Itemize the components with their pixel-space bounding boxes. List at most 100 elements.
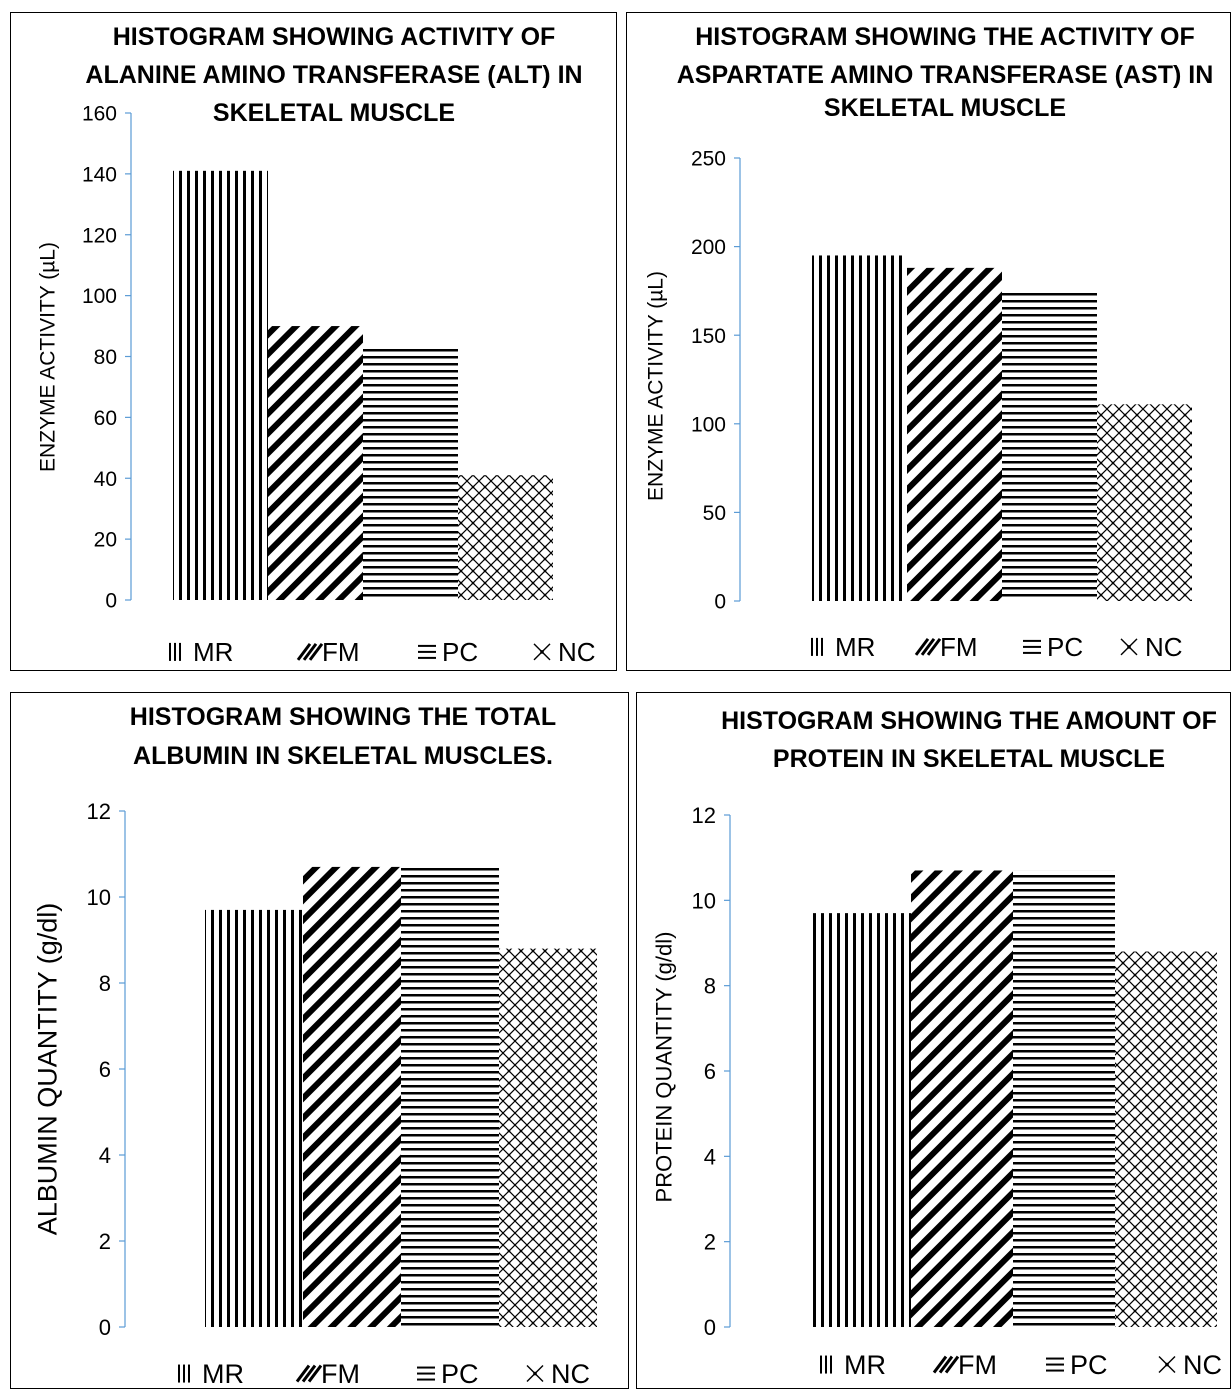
legend-label: MR xyxy=(844,1350,886,1380)
y-tick-label: 100 xyxy=(82,285,117,308)
chart-panel-ast: HISTOGRAM SHOWING THE ACTIVITY OF ASPARTA… xyxy=(626,12,1231,671)
legend-swatch-vertical xyxy=(820,1355,832,1374)
bar-mr xyxy=(809,913,911,1327)
bar-pc xyxy=(363,347,458,600)
legend-swatch-diagonal xyxy=(914,638,942,656)
legend-item-mr: MR xyxy=(169,637,233,667)
legend-swatch-diagonal xyxy=(295,1364,323,1383)
legend-swatch-vertical xyxy=(811,637,823,656)
legend-item-mr: MR xyxy=(820,1350,886,1380)
y-tick-label: 120 xyxy=(82,224,117,247)
y-tick-label: 0 xyxy=(704,1315,716,1340)
legend-item-nc: NC xyxy=(533,637,596,667)
legend-item-nc: NC xyxy=(1120,632,1183,662)
legend-label: NC xyxy=(1183,1350,1222,1380)
legend-label: NC xyxy=(1145,632,1183,662)
y-tick-label: 10 xyxy=(692,888,716,913)
legend-label: PC xyxy=(1070,1350,1108,1380)
y-axis-label: PROTEIN QUANTITY (g/dl) xyxy=(652,932,677,1203)
chart-title-line: HISTOGRAM SHOWING ACTIVITY OF xyxy=(113,23,556,51)
y-tick-label: 0 xyxy=(99,1315,111,1340)
y-tick-label: 250 xyxy=(691,148,726,171)
legend-label: PC xyxy=(442,637,478,667)
legend-swatch-vertical xyxy=(169,642,181,661)
legend-item-nc: NC xyxy=(1158,1350,1222,1380)
chart-ast: HISTOGRAM SHOWING THE ACTIVITY OF ASPARTA… xyxy=(644,23,1214,662)
chart-title-line: HISTOGRAM SHOWING THE AMOUNT OF xyxy=(721,707,1217,735)
chart-title-line: ALBUMIN IN SKELETAL MUSCLES. xyxy=(133,742,553,770)
legend-label: MR xyxy=(835,632,875,662)
y-tick-label: 0 xyxy=(714,591,726,614)
chart-panel-alt: HISTOGRAM SHOWING ACTIVITY OF ALANINE AMI… xyxy=(10,12,617,671)
legend-swatch-crosshatch xyxy=(1158,1356,1176,1374)
y-tick-label: 2 xyxy=(99,1229,111,1254)
chart-title-line: HISTOGRAM SHOWING THE TOTAL xyxy=(130,703,556,731)
legend-swatch-diagonal xyxy=(932,1355,960,1374)
y-tick-label: 80 xyxy=(94,346,117,369)
y-tick-label: 20 xyxy=(94,529,117,552)
legend-swatch-horizontal xyxy=(1046,1357,1064,1372)
chart-albumin: HISTOGRAM SHOWING THE TOTAL ALBUMIN IN SK… xyxy=(32,703,597,1389)
legend-label: MR xyxy=(202,1359,244,1389)
y-tick-label: 4 xyxy=(704,1144,716,1169)
legend-swatch-diagonal xyxy=(296,643,324,661)
bar-fm xyxy=(907,267,1002,601)
chart-title-line: ALANINE AMINO TRANSFERASE (ALT) IN xyxy=(85,61,582,89)
y-axis-label: ALBUMIN QUANTITY (g/dl) xyxy=(32,903,62,1236)
legend-item-pc: PC xyxy=(418,637,478,667)
y-tick-label: 60 xyxy=(94,407,117,430)
legend-item-mr: MR xyxy=(811,632,875,662)
y-tick-label: 160 xyxy=(82,103,117,126)
legend-swatch-horizontal xyxy=(1023,639,1041,654)
y-tick-label: 6 xyxy=(704,1059,716,1084)
y-tick-label: 50 xyxy=(703,502,726,525)
y-tick-label: 140 xyxy=(82,163,117,186)
legend-item-fm: FM xyxy=(295,1359,360,1389)
legend-label: FM xyxy=(321,1359,360,1389)
chart-title-line: ASPARTATE AMINO TRANSFERASE (AST) IN xyxy=(677,61,1214,89)
chart-protein: HISTOGRAM SHOWING THE AMOUNT OF PROTEIN I… xyxy=(652,707,1222,1380)
legend-swatch-crosshatch xyxy=(526,1365,544,1383)
legend-label: FM xyxy=(958,1350,997,1380)
y-tick-label: 2 xyxy=(704,1230,716,1255)
legend-label: MR xyxy=(193,637,233,667)
y-tick-label: 12 xyxy=(692,803,716,828)
legend-label: PC xyxy=(1047,632,1083,662)
legend-label: NC xyxy=(558,637,596,667)
y-tick-label: 40 xyxy=(94,468,117,491)
y-tick-label: 10 xyxy=(87,885,111,910)
legend-swatch-crosshatch xyxy=(1120,638,1138,656)
bar-mr xyxy=(812,255,907,601)
legend-swatch-horizontal xyxy=(417,1366,435,1381)
y-tick-label: 4 xyxy=(99,1143,111,1168)
legend-swatch-crosshatch xyxy=(533,643,551,661)
legend-item-fm: FM xyxy=(914,632,978,662)
y-tick-label: 8 xyxy=(704,974,716,999)
bar-nc xyxy=(1115,951,1217,1327)
legend-item-mr: MR xyxy=(178,1359,244,1389)
legend-item-pc: PC xyxy=(1023,632,1083,662)
legend-item-fm: FM xyxy=(932,1350,997,1380)
bar-nc xyxy=(458,475,553,600)
y-tick-label: 100 xyxy=(691,413,726,436)
legend-swatch-horizontal xyxy=(418,644,436,659)
legend-label: PC xyxy=(441,1359,479,1389)
legend-label: FM xyxy=(940,632,978,662)
bar-mr xyxy=(205,909,303,1327)
bar-pc xyxy=(401,864,499,1327)
legend-item-pc: PC xyxy=(1046,1350,1108,1380)
y-tick-label: 12 xyxy=(87,799,111,824)
bar-pc xyxy=(1002,289,1097,601)
legend-label: FM xyxy=(322,637,360,667)
y-axis-label: ENZYME ACTIVITY (µL) xyxy=(36,242,59,472)
legend-item-pc: PC xyxy=(417,1359,479,1389)
chart-panel-albumin: HISTOGRAM SHOWING THE TOTAL ALBUMIN IN SK… xyxy=(10,692,629,1389)
bar-nc xyxy=(499,948,597,1327)
y-tick-label: 6 xyxy=(99,1057,111,1082)
chart-alt: HISTOGRAM SHOWING ACTIVITY OF ALANINE AMI… xyxy=(36,23,596,667)
chart-title-line: PROTEIN IN SKELETAL MUSCLE xyxy=(773,745,1165,773)
y-tick-label: 8 xyxy=(99,971,111,996)
y-tick-label: 0 xyxy=(105,590,117,613)
bar-mr xyxy=(173,170,268,601)
bar-pc xyxy=(1013,870,1115,1327)
